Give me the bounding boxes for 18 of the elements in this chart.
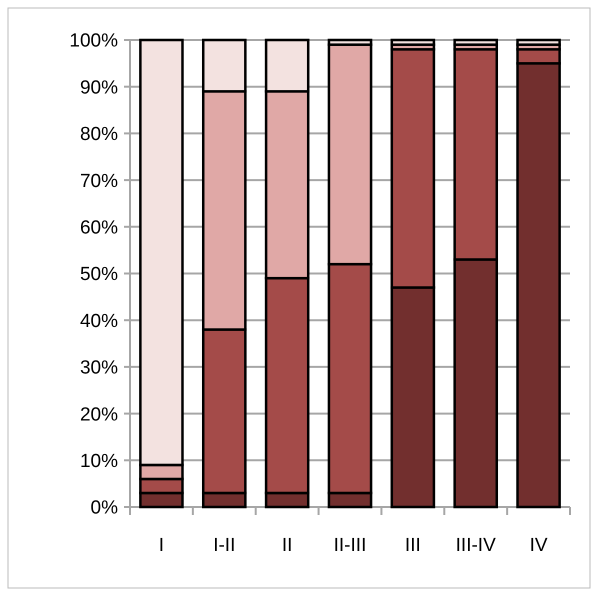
x-tick-label: III — [404, 535, 421, 556]
y-tick-label: 0% — [90, 498, 118, 519]
y-tick-label: 80% — [80, 124, 118, 146]
x-tick-label: I-II — [213, 535, 236, 556]
x-tick-label: II — [282, 535, 292, 556]
y-tick-label: 40% — [80, 310, 118, 332]
x-tick-label: IV — [530, 535, 548, 556]
y-tick-label: 50% — [80, 264, 118, 286]
y-tick-label: 90% — [80, 77, 118, 98]
y-tick-label: 20% — [80, 404, 118, 426]
y-tick-label: 30% — [80, 358, 118, 379]
y-tick-label: 100% — [69, 30, 118, 52]
x-tick-label: II-III — [334, 535, 366, 556]
y-tick-label: 60% — [80, 217, 118, 238]
y-tick-label: 10% — [80, 450, 118, 472]
y-tick-label: 70% — [80, 170, 118, 192]
x-tick-label: I — [158, 535, 164, 556]
x-tick-label: III-IV — [456, 535, 496, 556]
